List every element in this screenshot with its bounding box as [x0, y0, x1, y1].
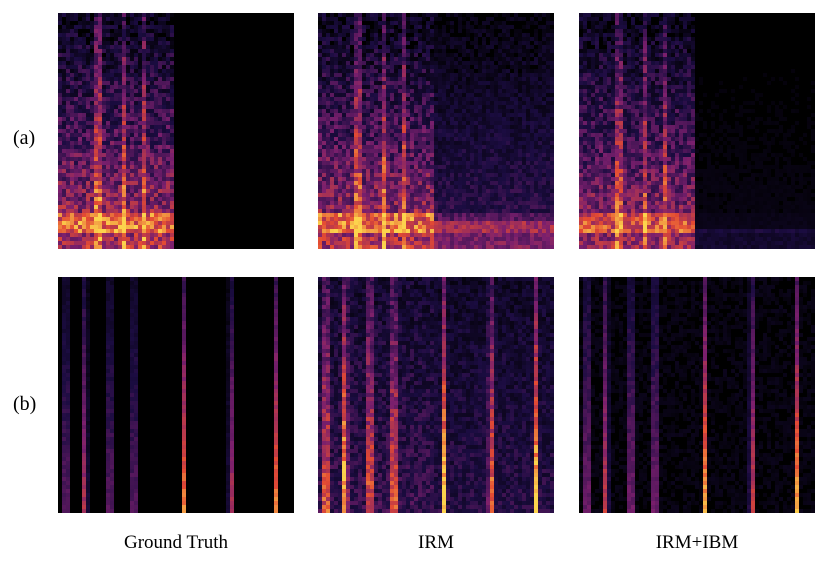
spectrogram-a-irm-ibm [579, 13, 815, 249]
spectrogram-b-ground-truth [58, 277, 294, 513]
spectrogram-b-irm [318, 277, 554, 513]
spectrogram-b-irm-ibm [579, 277, 815, 513]
column-label-irm-ibm: IRM+IBM [655, 532, 739, 553]
row-label-a: (a) [13, 127, 36, 149]
column-label-irm: IRM [418, 532, 454, 553]
spectrogram-a-irm [318, 13, 554, 249]
column-label-ground-truth: Ground Truth [124, 532, 228, 553]
row-label-b: (b) [13, 393, 37, 415]
spectrogram-a-ground-truth [58, 13, 294, 249]
